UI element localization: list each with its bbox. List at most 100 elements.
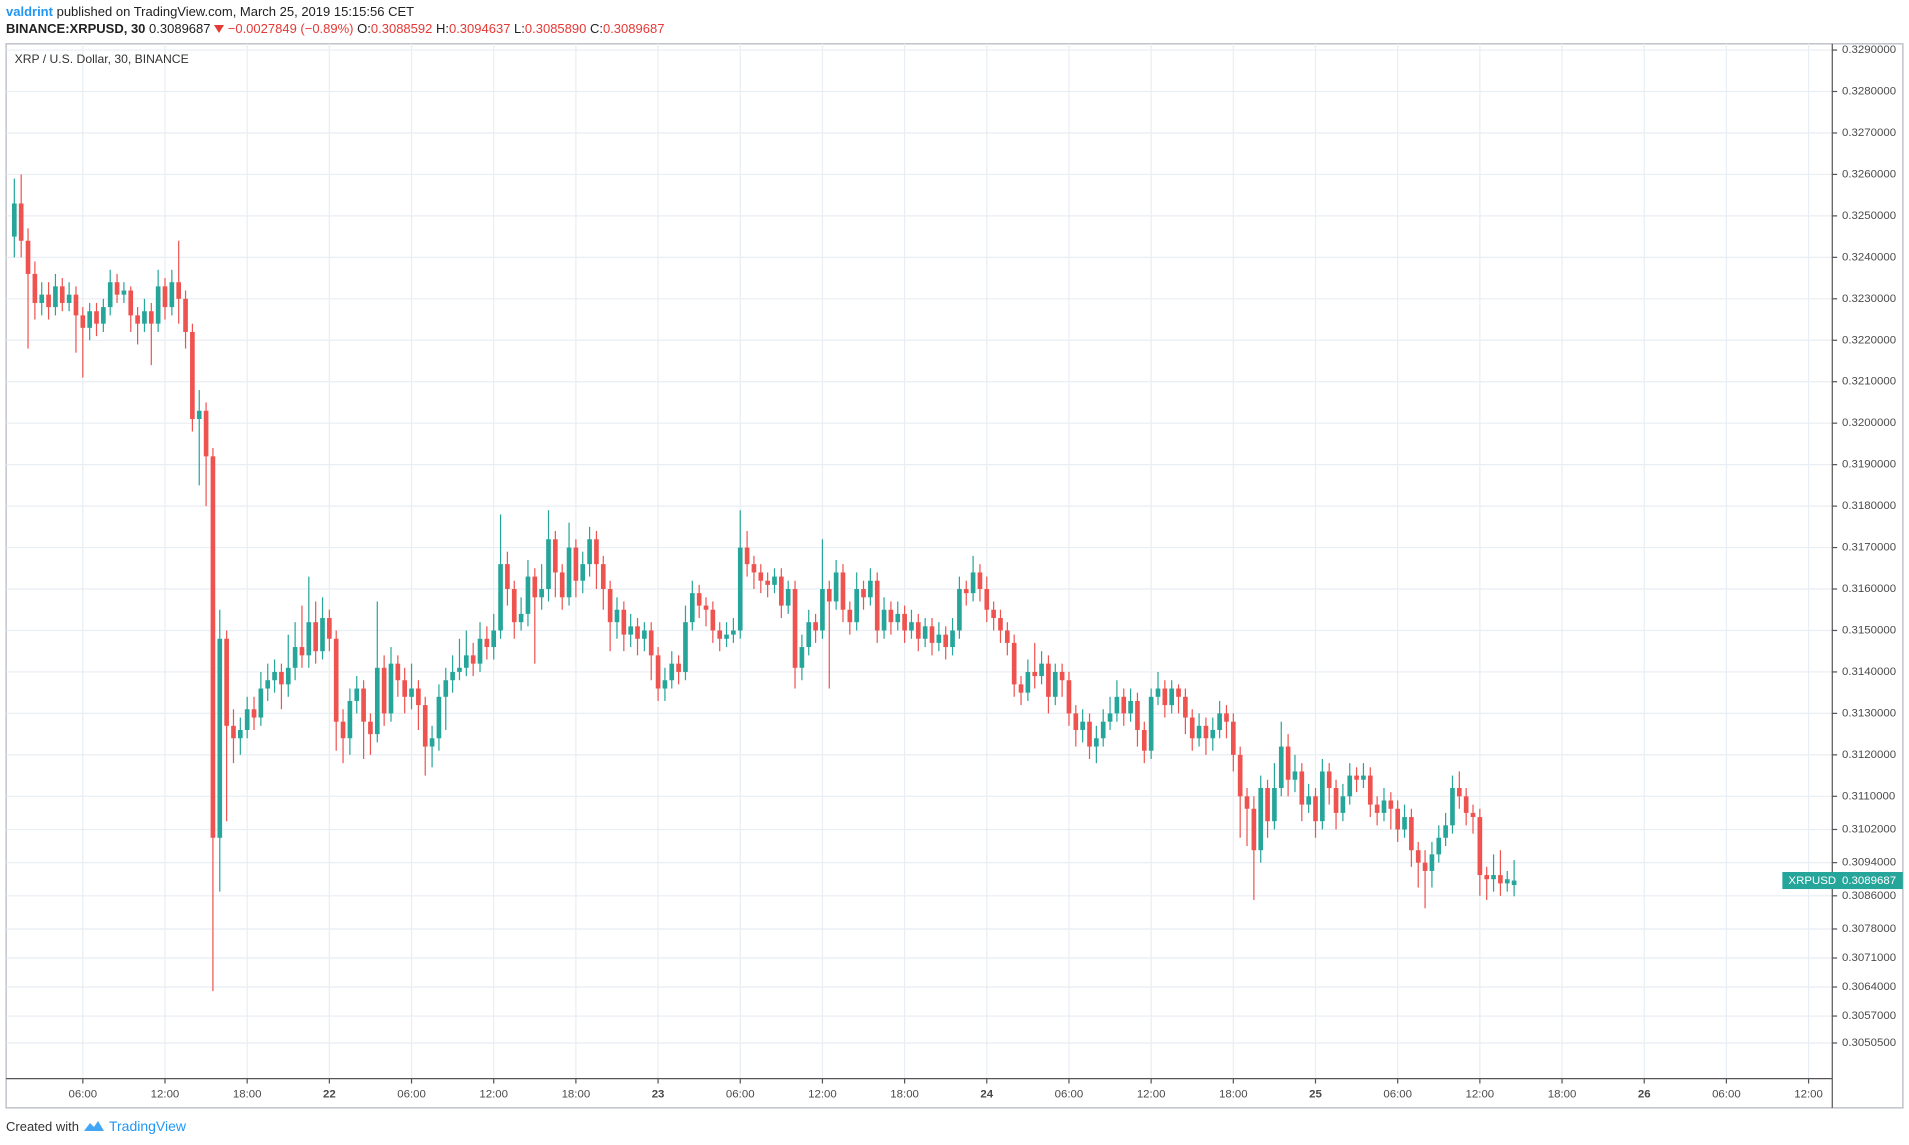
candle-body <box>868 580 873 598</box>
x-tick-label: 06:00 <box>397 1088 426 1100</box>
candle-body <box>1196 725 1202 739</box>
candle-body <box>1128 700 1133 714</box>
candle-body <box>1183 696 1188 718</box>
candle-body <box>12 203 17 237</box>
candle-body <box>1409 817 1414 851</box>
brand[interactable]: TradingView <box>108 1118 187 1134</box>
candle-body <box>210 456 216 838</box>
candle-body <box>1155 688 1161 697</box>
candle-body <box>840 572 846 610</box>
h-label: H: <box>435 21 449 36</box>
candle-body <box>731 630 736 635</box>
candle-body <box>388 663 394 714</box>
price-label-value: 0.3089687 <box>1842 875 1896 887</box>
candle-body <box>936 634 942 643</box>
candle-body <box>340 721 346 739</box>
h-value: 0.3094637 <box>448 21 511 36</box>
candle-body <box>847 609 853 623</box>
candle-body <box>1011 642 1017 685</box>
candle-body <box>422 705 428 747</box>
candle-body <box>463 655 469 668</box>
x-tick-label: 23 <box>652 1088 665 1100</box>
candle-body <box>1176 688 1181 697</box>
candle-body <box>299 647 305 656</box>
candle-body <box>881 609 887 631</box>
candle-body <box>1005 630 1010 643</box>
quote-line: BINANCE:XRPUSD, 30 0.3089687 −0.0027849 … <box>6 21 664 36</box>
candle-body <box>724 634 729 639</box>
candle-body <box>1265 788 1270 822</box>
candle-body <box>991 609 996 619</box>
candle-body <box>854 589 859 623</box>
candle-body <box>1436 837 1442 855</box>
candle-body <box>559 572 565 598</box>
candle-body <box>1477 817 1483 876</box>
candle-body <box>1340 796 1346 813</box>
x-tick-label: 12:00 <box>479 1088 508 1100</box>
candle-body <box>39 294 45 303</box>
candle-body <box>539 589 544 598</box>
c-value: 0.3089687 <box>602 21 665 36</box>
candle-body <box>1251 808 1257 851</box>
candle-body <box>957 589 962 631</box>
candle-body <box>792 589 798 668</box>
candle-body <box>285 667 291 685</box>
candle-body <box>237 729 243 739</box>
candle-body <box>183 298 188 332</box>
candle-body <box>1121 696 1127 714</box>
y-tick-label: 0.3190000 <box>1842 459 1896 471</box>
author[interactable]: valdrint <box>6 4 53 19</box>
published: published on TradingView.com, March 25, … <box>56 4 415 19</box>
candle-body <box>984 589 990 610</box>
candle-body <box>409 688 414 697</box>
candle-body <box>80 315 86 328</box>
candle-body <box>368 721 373 735</box>
change: −0.0027849 (−0.89%) <box>227 21 354 36</box>
candle-body <box>874 580 880 631</box>
candle-body <box>443 680 449 697</box>
candle-body <box>32 273 38 303</box>
y-tick-label: 0.3160000 <box>1842 583 1896 595</box>
l-label: L: <box>514 21 525 36</box>
candle-body <box>635 626 640 639</box>
candle-body <box>1141 729 1147 751</box>
candle-body <box>1395 808 1401 830</box>
candle-body <box>703 605 709 610</box>
candle-body <box>491 630 497 648</box>
candle-body <box>1463 796 1469 813</box>
x-tick-label: 06:00 <box>69 1088 98 1100</box>
candle-body <box>1313 796 1318 822</box>
candle-body <box>484 638 490 648</box>
candle-body <box>1217 713 1222 730</box>
candle-body <box>1052 671 1058 697</box>
candle-body <box>436 696 442 739</box>
candle-body <box>265 680 271 689</box>
candle-body <box>128 290 134 316</box>
candle-body <box>998 618 1003 631</box>
candle-body <box>594 539 599 565</box>
candle-body <box>1203 725 1209 739</box>
candle-body <box>450 671 455 681</box>
brand-logo[interactable] <box>83 1119 105 1133</box>
candle-body <box>1361 775 1366 780</box>
candle-body <box>135 315 140 324</box>
x-tick-label: 06:00 <box>1055 1088 1084 1100</box>
candle-body <box>327 618 332 639</box>
candle-body <box>621 609 627 635</box>
candle-body <box>950 630 955 648</box>
candle-body <box>1230 721 1236 755</box>
candle-body <box>820 589 825 631</box>
candle-body <box>162 286 168 308</box>
y-tick-label: 0.3200000 <box>1842 417 1896 429</box>
candle-body <box>1367 775 1373 805</box>
x-tick-label: 06:00 <box>726 1088 755 1100</box>
candle-body <box>648 630 654 656</box>
candle-body <box>1504 879 1510 884</box>
candle-body <box>655 655 661 689</box>
y-tick-label: 0.3220000 <box>1842 334 1896 346</box>
candle-body <box>772 576 777 585</box>
candle-body <box>1333 788 1339 813</box>
candle-body <box>313 622 318 652</box>
x-tick-label: 25 <box>1309 1088 1322 1100</box>
candle-body <box>1470 812 1476 818</box>
